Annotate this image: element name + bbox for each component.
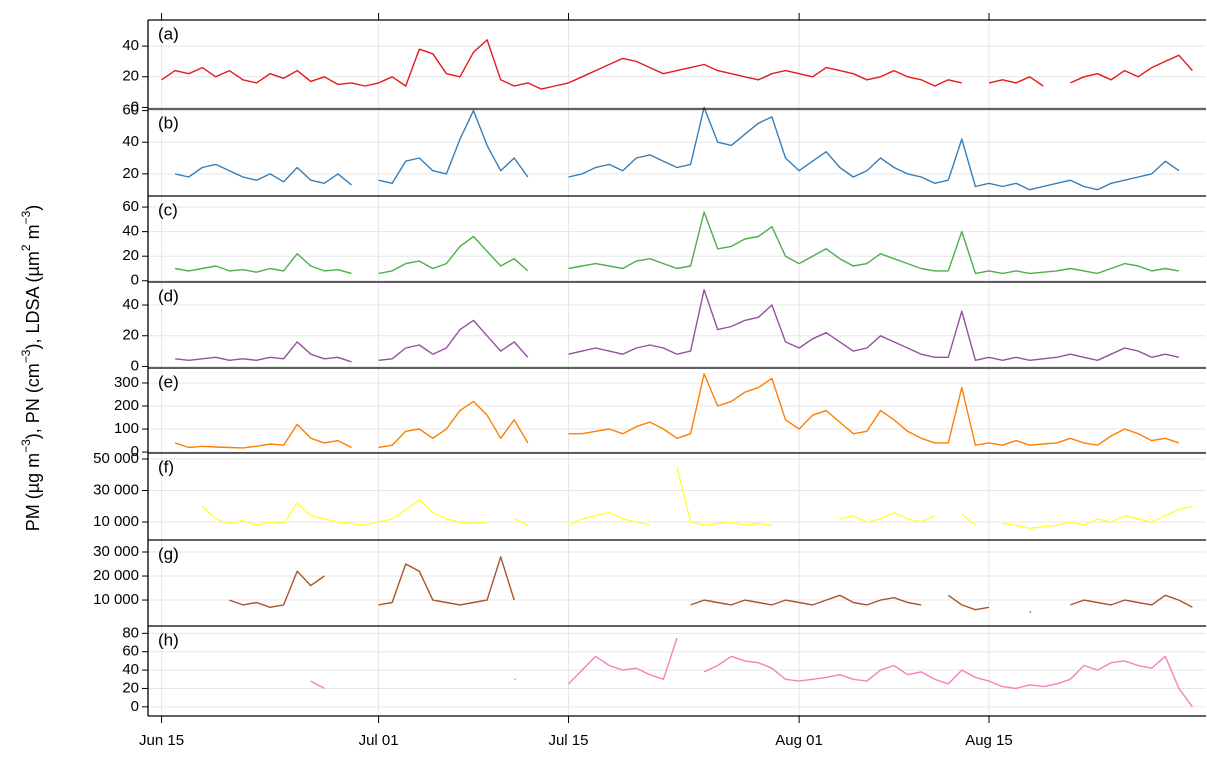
y-tick-label: 40 — [122, 223, 139, 240]
y-tick-label: 50 000 — [93, 450, 139, 467]
panel-label: (c) — [158, 200, 178, 219]
y-label-superscript: 2 — [19, 244, 33, 251]
y-label-superscript: −3 — [19, 210, 33, 224]
y-tick-label: 40 — [122, 296, 139, 313]
y-tick-label: 200 — [114, 397, 139, 414]
data-line — [175, 289, 1180, 363]
x-tick-label: Jul 15 — [548, 732, 588, 749]
x-tick-label: Aug 01 — [775, 732, 823, 749]
y-tick-label: 30 000 — [93, 543, 139, 560]
y-tick-label: 0 — [131, 98, 139, 115]
data-line — [310, 637, 1193, 708]
data-line — [174, 106, 1180, 191]
data-line — [174, 373, 1180, 449]
panel-label: (g) — [158, 544, 179, 563]
y-label-part: ), LDSA (µm — [23, 251, 43, 349]
y-label-part: m — [23, 224, 43, 244]
x-tick-label: Jun 15 — [139, 732, 184, 749]
panel-label: (a) — [158, 24, 179, 43]
y-axis-label: PM (µg m−3), PN (cm−3), LDSA (µm2 m−3) — [19, 205, 43, 532]
y-tick-label: 10 000 — [93, 591, 139, 608]
y-tick-label: 20 000 — [93, 567, 139, 584]
y-tick-label: 20 — [122, 679, 139, 696]
y-tick-label: 40 — [122, 661, 139, 678]
y-label-part: ), PN (cm — [23, 363, 43, 439]
panel-label: (f) — [158, 457, 174, 476]
y-tick-label: 20 — [122, 165, 139, 182]
panel-label: (h) — [158, 630, 179, 649]
y-label-part: PM (µg m — [23, 453, 43, 531]
y-tick-label: 0 — [131, 272, 139, 289]
data-line — [161, 39, 1193, 90]
y-tick-label: 0 — [131, 357, 139, 374]
y-tick-label: 20 — [122, 327, 139, 344]
data-line — [201, 466, 1193, 529]
y-tick-label: 30 000 — [93, 481, 139, 498]
y-tick-label: 0 — [131, 443, 139, 460]
y-label-superscript: −3 — [19, 439, 33, 453]
y-tick-label: 80 — [122, 624, 139, 641]
y-label-part: ) — [23, 205, 43, 211]
panel-label: (b) — [158, 113, 179, 132]
data-line — [229, 556, 1193, 613]
y-tick-label: 60 — [122, 198, 139, 215]
y-tick-label: 60 — [122, 102, 139, 119]
panel-label: (d) — [158, 286, 179, 305]
data-line — [174, 211, 1180, 275]
y-tick-label: 40 — [122, 133, 139, 150]
y-tick-label: 20 — [122, 247, 139, 264]
y-tick-label: 10 000 — [93, 513, 139, 530]
panel-label: (e) — [158, 372, 179, 391]
y-label-superscript: −3 — [19, 349, 33, 363]
y-tick-label: 100 — [114, 420, 139, 437]
y-tick-label: 20 — [122, 68, 139, 85]
y-tick-label: 300 — [114, 374, 139, 391]
x-tick-label: Jul 01 — [359, 732, 399, 749]
y-tick-label: 60 — [122, 643, 139, 660]
x-tick-label: Aug 15 — [965, 732, 1013, 749]
y-tick-label: 0 — [131, 698, 139, 715]
y-tick-label: 40 — [122, 37, 139, 54]
